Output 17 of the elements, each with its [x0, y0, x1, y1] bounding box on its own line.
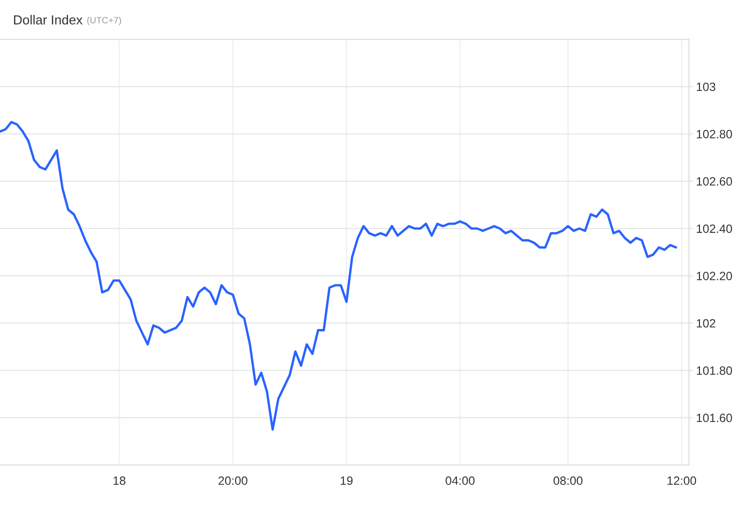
y-tick-label: 101.60 [696, 414, 732, 422]
y-tick-label: 102 [696, 319, 716, 328]
y-tick-label: 103 [696, 82, 716, 92]
y-tick-label: 102.40 [696, 224, 732, 233]
x-tick-label: 12:00 [668, 476, 696, 485]
x-tick-label: 19 [340, 476, 353, 485]
y-tick-label: 101.80 [696, 366, 732, 375]
chart-subtitle: (UTC+7) [87, 16, 122, 26]
line-series [0, 120, 678, 431]
y-tick-label: 102.80 [696, 130, 732, 138]
y-tick-label: 102.60 [696, 177, 732, 186]
chart-title: Dollar Index [14, 14, 83, 25]
x-tick-label: 20:00 [218, 476, 248, 485]
y-tick-label: 102.20 [696, 272, 732, 280]
x-tick-label: 18 [114, 476, 126, 485]
x-tick-label: 08:00 [554, 476, 582, 485]
x-tick-label: 04:00 [446, 476, 475, 485]
